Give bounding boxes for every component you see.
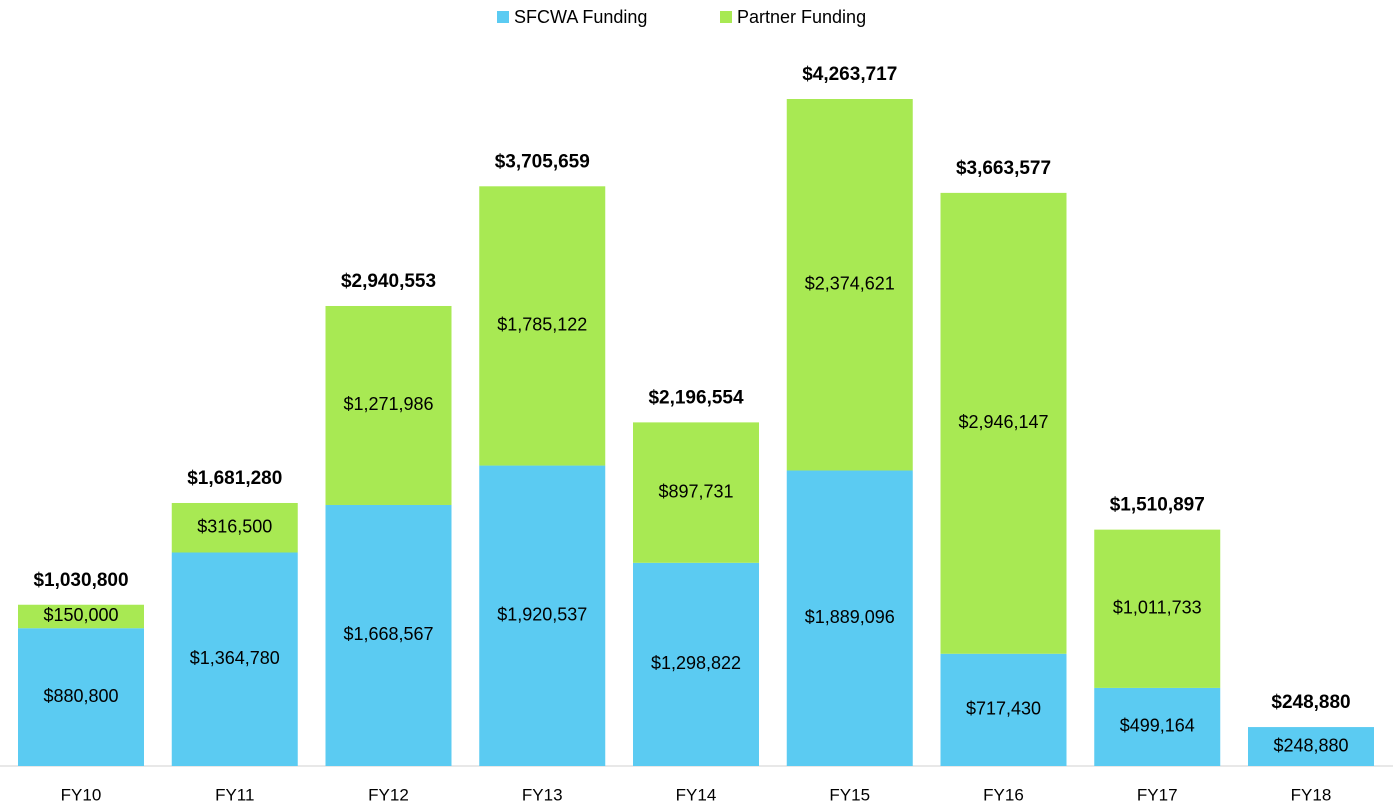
x-tick-label: FY18 — [1291, 785, 1332, 804]
segment-label: $1,364,780 — [190, 648, 280, 668]
bar-segment — [171, 502, 298, 553]
total-label: $3,663,577 — [956, 158, 1051, 179]
x-tick-label: FY15 — [829, 785, 870, 804]
x-tick-label: FY10 — [61, 785, 102, 804]
segment-label: $1,271,986 — [343, 394, 433, 414]
bar-segment — [325, 504, 452, 766]
segment-label: $316,500 — [197, 516, 272, 536]
bar-segment — [479, 465, 606, 766]
segment-label: $1,920,537 — [497, 605, 587, 625]
bar-segment — [18, 604, 144, 629]
segment-label: $897,731 — [658, 481, 733, 501]
legend-swatch — [720, 11, 732, 23]
x-tick-label: FY17 — [1137, 785, 1178, 804]
segment-label: $2,946,147 — [958, 412, 1048, 432]
bar-segment — [1094, 687, 1221, 766]
bar-segment — [1094, 529, 1221, 688]
x-tick-label: FY11 — [215, 785, 254, 804]
bar-segment — [171, 552, 298, 766]
segment-label: $1,011,733 — [1113, 598, 1202, 618]
segment-label: $880,800 — [43, 686, 118, 706]
total-label: $1,681,280 — [187, 468, 282, 489]
total-label: $4,263,717 — [802, 64, 897, 85]
total-label: $2,196,554 — [648, 387, 744, 408]
segment-label: $1,668,567 — [343, 624, 433, 644]
segment-label: $1,298,822 — [651, 653, 741, 673]
total-label: $1,030,800 — [33, 570, 128, 591]
bar-segment — [633, 562, 759, 766]
bar-segment — [786, 470, 913, 766]
segment-label: $717,430 — [966, 699, 1041, 719]
bar-segment — [325, 305, 452, 505]
segment-label: $499,164 — [1120, 716, 1195, 736]
total-label: $1,510,897 — [1110, 495, 1205, 516]
bar-segment — [18, 628, 144, 766]
segment-label: $150,000 — [43, 605, 118, 625]
total-label: $2,940,553 — [341, 271, 436, 292]
legend-swatch — [497, 11, 509, 23]
x-tick-label: FY13 — [522, 785, 563, 804]
total-label: $248,880 — [1271, 692, 1350, 713]
bar-segment — [633, 422, 759, 563]
bar-segment — [786, 99, 913, 471]
bar-segment — [940, 653, 1067, 766]
legend-label: Partner Funding — [737, 7, 866, 27]
bar-segment — [1248, 727, 1374, 766]
bar-segment — [479, 186, 606, 466]
x-tick-label: FY14 — [676, 785, 717, 804]
total-label: $3,705,659 — [495, 151, 590, 172]
legend-label: SFCWA Funding — [514, 7, 647, 27]
segment-label: $1,889,096 — [805, 607, 895, 627]
segment-label: $248,880 — [1273, 735, 1348, 755]
segment-label: $1,785,122 — [497, 315, 587, 335]
bar-segment — [940, 192, 1067, 654]
x-tick-label: FY12 — [368, 785, 409, 804]
x-tick-label: FY16 — [983, 785, 1024, 804]
segment-label: $2,374,621 — [805, 273, 895, 293]
